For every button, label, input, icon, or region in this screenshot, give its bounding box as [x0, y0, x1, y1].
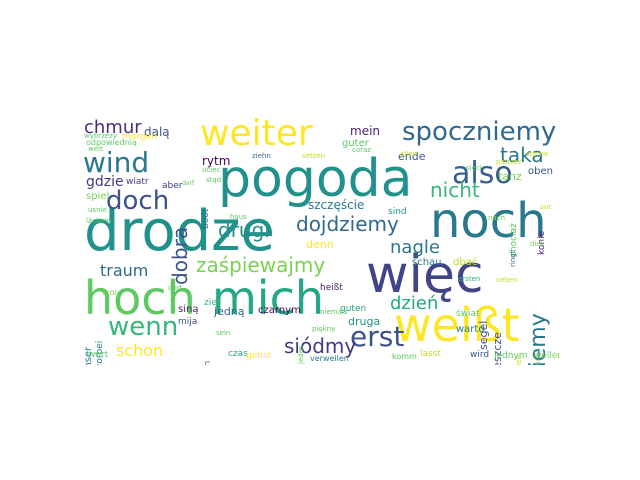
word-komm: komm — [392, 352, 417, 361]
word-dojdziemy: dojdziemy — [296, 212, 399, 236]
word-jedes: jedes — [297, 345, 305, 364]
word-piekny: piękny — [312, 325, 336, 333]
word-dzien: dzień — [390, 293, 439, 314]
word-wort: wort — [88, 350, 109, 360]
word-niewidzialny: niewidzialny — [535, 349, 542, 365]
word-sina: siną — [178, 304, 199, 315]
word-drodze: drodze — [84, 199, 275, 264]
word-siodmy: siódmy — [284, 334, 357, 358]
word-niemals: niemals — [320, 308, 348, 316]
word-nicht: nicht — [430, 178, 480, 202]
word-also: also — [452, 156, 513, 191]
word-sein: sein — [216, 329, 231, 337]
word-tanz: tanz — [498, 170, 522, 183]
word-wird: wird — [470, 350, 490, 360]
word-dort: dort — [168, 284, 183, 292]
word-schon: schon — [116, 341, 164, 360]
word-sterne: sterne — [526, 150, 549, 158]
word-mein: mein — [350, 124, 381, 138]
word-ende: ende — [398, 150, 426, 163]
word-drugi: drugi — [218, 218, 270, 242]
word-rytm: rytm — [202, 154, 231, 168]
word-lacheln: lächeln — [86, 217, 112, 225]
word-cloud: pogoda drodze noch więc hoch mich weißt … — [80, 115, 560, 365]
word-ziel: ziel — [204, 298, 220, 308]
word-jednym: jednym — [494, 351, 528, 361]
word-verweilen: verweilen — [310, 354, 349, 363]
word-wybrzezy: wybrzeży — [84, 132, 117, 140]
word-wiec: więc — [366, 245, 484, 305]
word-sieci: sieci — [466, 164, 482, 172]
word-pogoda: pogoda — [218, 149, 413, 209]
word-doch: doch — [106, 186, 170, 216]
word-hoch: hoch — [84, 271, 196, 325]
word-uciec: uciec — [202, 166, 221, 174]
word-allein: allein — [400, 150, 419, 158]
word-schau: schau — [412, 257, 442, 268]
word-boot: boot — [201, 208, 211, 229]
word-weit: weit — [88, 145, 103, 153]
word-aber: aber — [162, 181, 183, 191]
word-eilen: eilen — [515, 355, 523, 365]
word-haus: haus — [230, 213, 247, 221]
word-kroi: kroi — [102, 288, 117, 297]
word-taka: taka — [500, 143, 544, 167]
word-usnie: usnie — [88, 206, 107, 214]
word-oben: oben — [528, 166, 553, 177]
word-szczescie: szczęście — [308, 198, 365, 212]
word-zaspiewajmy: zaśpiewajmy — [196, 253, 326, 277]
word-lasst: lasst — [420, 349, 441, 359]
word-guten: guten — [340, 304, 367, 314]
word-ziehn: ziehn — [252, 152, 271, 160]
word-darf: darf — [182, 180, 195, 187]
word-coraz: coraz — [352, 146, 371, 154]
word-ersten: ersten — [458, 275, 481, 283]
word-spoczniemy: spoczniemy — [402, 117, 557, 147]
word-czarnym: czarnym — [258, 305, 301, 316]
word-gdzie: gdzie — [86, 174, 124, 190]
word-warto: warto — [456, 324, 485, 335]
word-dobra: dobra — [168, 226, 192, 285]
word-spiel: spiel — [86, 191, 110, 202]
word-wenn: wenn — [108, 312, 179, 342]
word-traum: traum — [100, 261, 149, 280]
word-dala: dalą — [144, 125, 170, 139]
word-ringt: ringt — [509, 250, 517, 267]
word-czas: czas — [228, 349, 248, 359]
word-neben: neben — [496, 276, 518, 284]
word-chmur: chmur — [84, 117, 142, 138]
word-setzen: setzen — [302, 152, 326, 160]
word-wind: wind — [83, 146, 150, 179]
word-morgen: morgen — [122, 132, 157, 142]
word-spielen: spielen — [203, 361, 213, 365]
word-nach: nach — [488, 214, 506, 222]
word-heisst: heißt — [320, 283, 343, 293]
word-wiatr: wiatr — [126, 177, 149, 187]
word-druga: druga — [348, 315, 381, 328]
word-swiat: świat — [456, 309, 480, 319]
word-noch: noch — [430, 193, 547, 249]
word-denn: denn — [306, 238, 334, 251]
word-dbac: dbać — [453, 257, 478, 268]
word-stad: stąd — [206, 176, 222, 184]
word-mich: mich — [212, 271, 325, 325]
word-jedna: jedną — [214, 305, 245, 318]
word-dich: dich — [530, 240, 545, 248]
word-weiter: weiter — [200, 115, 313, 154]
word-guter: guter — [342, 138, 369, 149]
word-weisst: weißt — [394, 298, 520, 352]
word-mija: mija — [178, 317, 198, 327]
word-sind: sind — [388, 207, 407, 217]
word-zeit: zeit — [540, 204, 551, 211]
word-patrzec: patrzeć — [496, 158, 523, 166]
word-gehst: gehst — [246, 351, 272, 361]
word-nagle: nagle — [390, 237, 440, 258]
word-erst: erst — [350, 320, 405, 353]
word-odpowiednia: odpowiednią — [86, 138, 137, 147]
word-wellen: wellen — [534, 351, 560, 361]
